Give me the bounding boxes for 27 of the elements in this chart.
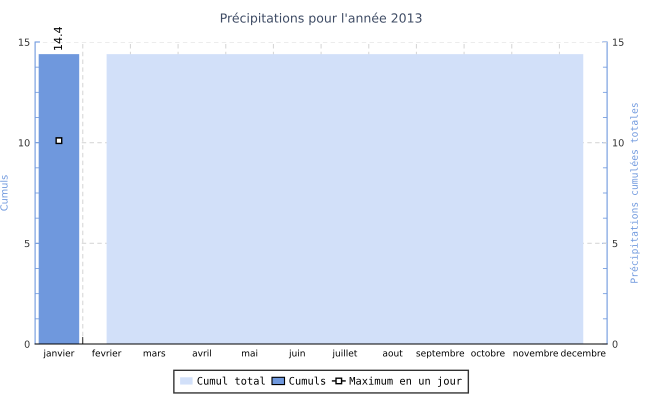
y2-tick-label: 0 [612,340,618,348]
x-tick-label: fevrier [92,350,122,357]
y2-tick-label: 5 [612,240,618,248]
x-tick-label: septembre [416,350,464,358]
x-tick-label: mai [242,350,258,357]
x-tick-label: novembre [514,350,558,357]
y2-tick-label: 10 [613,139,624,146]
y-tick-label: 15 [18,38,30,46]
x-tick-label: aout [382,350,403,357]
y-tick-label: 5 [24,240,30,248]
chart-title: Précipitations pour l'année 2013 [220,12,422,26]
y-axis-title: Cumuls [0,175,8,211]
legend-label: Cumul total [197,376,265,385]
y-tick-label: 10 [18,139,30,146]
x-tick-label: decembre [561,350,606,357]
y2-axis-title: Précipitations cumulées totales [630,103,640,283]
x-tick-label: mars [144,351,166,357]
y-tick-label: 0 [24,340,30,348]
x-tick-label: juillet [332,350,358,358]
x-tick-label: octobre [471,350,505,357]
x-tick-label: juin [288,350,305,358]
y2-tick-label: 15 [613,38,624,46]
x-tick-label: janvier [43,350,74,358]
data-label: 14.4 [54,26,62,50]
legend-label: Cumuls [289,376,326,385]
legend-label: Maximum en un jour [350,376,462,387]
x-tick-label: avril [192,350,211,357]
